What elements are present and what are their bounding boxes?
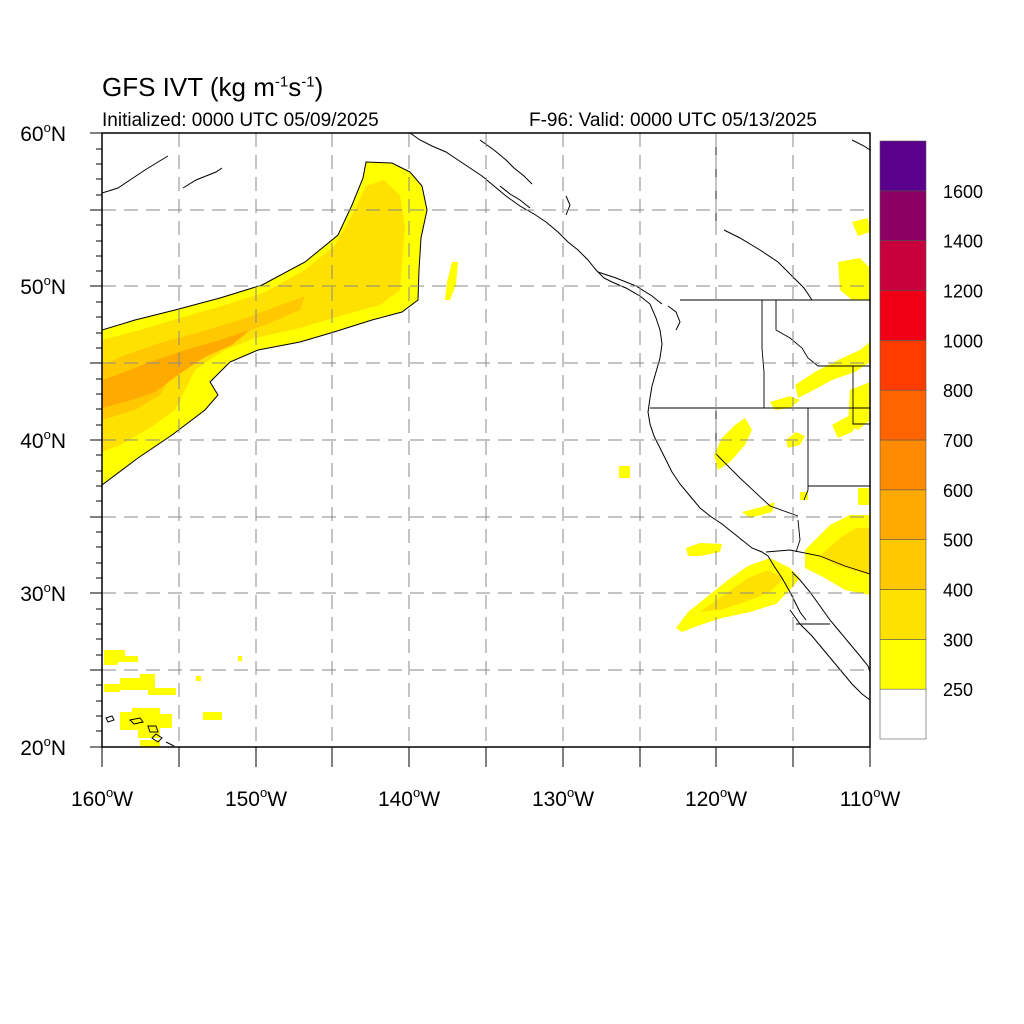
lon-label-110: 110oW <box>840 785 901 811</box>
initialized-time: Initialized: 0000 UTC 05/09/2025 <box>102 110 379 131</box>
colorbar-label: 250 <box>943 680 973 700</box>
lon-label-160: 160oW <box>71 785 133 811</box>
lat-label-60: 60oN <box>20 120 66 146</box>
colorbar-label: 1200 <box>943 282 983 302</box>
lat-label-50: 50oN <box>20 273 66 299</box>
coastlines <box>102 133 870 747</box>
lon-label-130: 130oW <box>532 785 594 811</box>
ivt-shading <box>102 161 870 747</box>
state-borders <box>650 133 870 625</box>
colorbar-swatch <box>879 290 927 341</box>
colorbar-label: 700 <box>943 431 973 451</box>
colorbar-swatch <box>879 489 927 540</box>
lat-labels: 60oN 50oN 40oN 30oN 20oN <box>20 120 66 760</box>
colorbar-swatch <box>879 340 927 391</box>
colorbar-swatch <box>879 688 927 740</box>
ivt-plume-500 <box>102 330 250 408</box>
colorbar-label: 800 <box>943 381 973 401</box>
colorbar-swatch <box>879 589 927 640</box>
colorbar-label: 500 <box>943 531 973 551</box>
lat-label-40: 40oN <box>20 427 66 453</box>
lat-label-20: 20oN <box>20 734 66 760</box>
lon-label-140: 140oW <box>378 785 440 811</box>
colorbar-swatch <box>879 190 927 241</box>
lat-label-30: 30oN <box>20 580 66 606</box>
lon-label-150: 150oW <box>225 785 287 811</box>
colorbar-swatch <box>879 240 927 291</box>
lon-label-120: 120oW <box>685 785 747 811</box>
map-title: GFS IVT (kg m-1s-1) <box>102 72 324 102</box>
colorbar-label: 300 <box>943 630 973 650</box>
colorbar-swatch <box>879 140 927 192</box>
ivt-colorbar: 250 300 400 500 600 700 800 1000 1200 1400 1600 <box>879 140 983 740</box>
colorbar-label: 1400 <box>943 232 983 252</box>
colorbar-label: 400 <box>943 581 973 601</box>
colorbar-label: 1600 <box>943 182 983 202</box>
colorbar-swatch <box>879 639 927 690</box>
axis-ticks <box>90 132 871 767</box>
colorbar-swatch <box>879 539 927 590</box>
valid-time: F-96: Valid: 0000 UTC 05/13/2025 <box>529 110 817 131</box>
colorbar-swatch <box>879 389 927 441</box>
colorbar-label: 600 <box>943 481 973 501</box>
colorbar-label: 1000 <box>943 331 983 351</box>
colorbar-swatch <box>879 439 927 491</box>
lon-labels: 160oW 150oW 140oW 130oW 120oW 110oW <box>71 785 901 811</box>
lat-lon-grid <box>102 133 870 747</box>
